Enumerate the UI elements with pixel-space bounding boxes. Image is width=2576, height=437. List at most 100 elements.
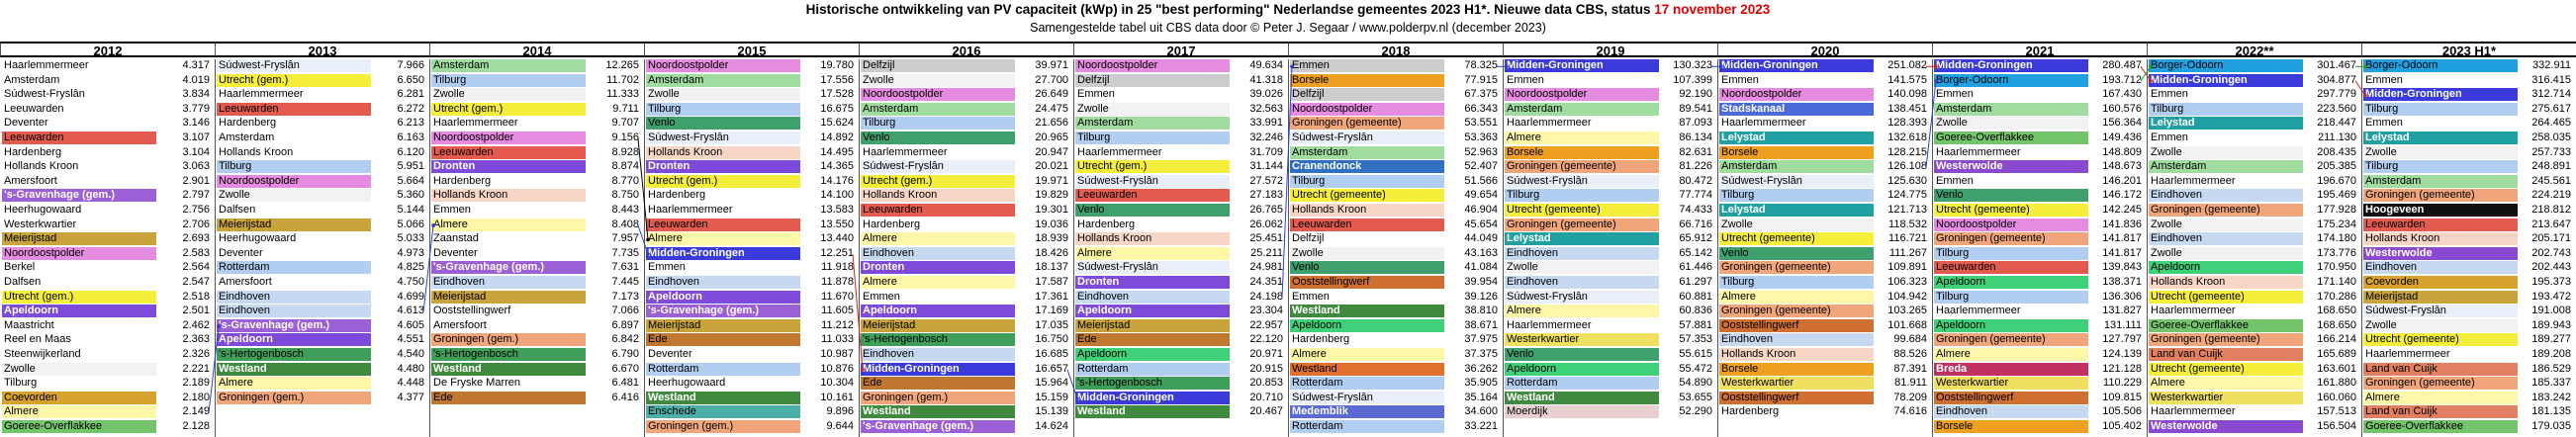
capacity-value: 248.891 — [2531, 160, 2571, 173]
municipality-name: Meierijstad — [431, 290, 587, 304]
capacity-value: 7.066 — [611, 305, 639, 317]
municipality-name: Groningen (gemeente) — [1719, 305, 1875, 318]
municipality-name: Haarlemmermeer — [863, 145, 948, 158]
table-row: Leeuwarden 8.928 — [431, 145, 642, 159]
column-divider — [1503, 59, 1504, 437]
municipality-name: Dronten — [646, 160, 801, 174]
capacity-value: 2.547 — [182, 276, 210, 288]
table-row: Rotterdam 35.905 — [1290, 377, 1501, 391]
municipality-name: Almere — [861, 276, 1016, 289]
municipality-name: Noordoostpolder — [1505, 88, 1660, 102]
capacity-value: 132.618 — [1887, 131, 1927, 143]
table-row: Maastricht 2.462 — [2, 319, 213, 332]
municipality-name: Utrecht (gem.) — [217, 73, 372, 87]
municipality-name: Delfzijl — [1075, 73, 1231, 87]
table-row: Enschede 9.896 — [646, 405, 857, 419]
capacity-value: 223.560 — [2317, 102, 2356, 115]
capacity-value: 142.245 — [2102, 204, 2142, 216]
capacity-value: 202.443 — [2531, 261, 2571, 274]
capacity-value: 20.971 — [1249, 348, 1283, 360]
table-row: Delfzijl 44.049 — [1290, 232, 1501, 245]
table-row: De Fryske Marren 6.481 — [431, 377, 642, 390]
capacity-value: 109.891 — [1887, 261, 1927, 274]
municipality-name: Venlo — [861, 131, 1016, 144]
table-row: Meierijstad 7.173 — [431, 290, 642, 304]
capacity-value: 257.733 — [2531, 145, 2571, 158]
capacity-value: 14.624 — [1035, 420, 1068, 432]
table-row: Eindhoven 105.506 — [1934, 405, 2145, 419]
capacity-value: 121.128 — [2102, 362, 2142, 375]
municipality-name: Meierijstad — [861, 318, 1016, 332]
capacity-value: 39.126 — [1464, 290, 1498, 303]
table-row: Leeuwarden 213.647 — [2363, 218, 2574, 231]
municipality-name: Westerkwartier — [4, 218, 77, 230]
column-header-2014: 2014 — [429, 42, 644, 58]
chart-title: Historische ontwikkeling van PV capacite… — [0, 2, 2576, 17]
municipality-name: Zwolle — [1290, 246, 1445, 260]
capacity-value: 3.779 — [182, 102, 210, 115]
table-row: Borger-Odoorn 301.467 — [2149, 59, 2359, 72]
municipality-name: Hollands Kroon — [219, 145, 294, 158]
table-row: Hollands Kroon 88.526 — [1719, 348, 1930, 361]
table-row: Almere 25.211 — [1075, 246, 1286, 260]
municipality-name: Zwolle — [2149, 246, 2304, 260]
table-row: Midden-Groningen 304.877 — [2149, 73, 2359, 87]
municipality-name: Zwolle — [431, 88, 587, 102]
municipality-name: Tilburg — [1934, 290, 2089, 304]
municipality-name: Haarlemmermeer — [1507, 318, 1592, 331]
municipality-name: Berkel — [4, 261, 36, 274]
table-row: Zwolle 32.563 — [1075, 102, 1286, 116]
table-row: Dronten 24.351 — [1075, 276, 1286, 289]
capacity-value: 53.363 — [1464, 131, 1498, 143]
capacity-value: 224.219 — [2531, 189, 2571, 202]
capacity-value: 160.576 — [2102, 102, 2142, 115]
table-row: Noordoostpolder 2.583 — [2, 246, 213, 260]
municipality-name: Borsele — [1934, 420, 2089, 433]
municipality-name: Westland — [431, 362, 587, 376]
capacity-value: 52.407 — [1464, 160, 1498, 173]
table-row: Amsterdam 245.561 — [2363, 174, 2574, 188]
column-header-2020: 2020 — [1717, 42, 1932, 58]
municipality-name: Almere — [2149, 377, 2304, 391]
table-row: Súdwest-Fryslân 60.881 — [1505, 290, 1715, 304]
municipality-name: Midden-Groningen — [1719, 59, 1875, 72]
capacity-value: 7.966 — [397, 59, 424, 71]
capacity-value: 11.878 — [821, 276, 854, 288]
capacity-value: 8.443 — [611, 204, 639, 216]
capacity-value: 14.365 — [820, 160, 854, 173]
municipality-name: Haarlemmermeer — [2151, 405, 2236, 418]
table-row: Noordoostpolder 19.780 — [646, 59, 857, 72]
municipality-name: Tilburg — [1505, 189, 1660, 203]
table-row: Dronten 18.137 — [861, 261, 1071, 275]
capacity-value: 103.265 — [1887, 305, 1927, 317]
municipality-name: Haarlemmermeer — [1077, 145, 1162, 158]
capacity-value: 15.624 — [820, 117, 854, 130]
municipality-name: Venlo — [646, 117, 801, 131]
table-row: Tilburg 16.675 — [646, 102, 857, 116]
trend-arrow-head — [2149, 64, 2153, 69]
table-row: Leeuwarden 3.107 — [2, 131, 213, 144]
table-row: Súdwest-Fryslân 27.572 — [1075, 174, 1286, 188]
capacity-value: 4.317 — [182, 59, 210, 71]
municipality-name: Groningen (gemeente) — [1934, 333, 2089, 347]
capacity-value: 312.714 — [2531, 88, 2571, 101]
table-row: Amsterdam 52.963 — [1290, 145, 1501, 159]
table-row: Hollands Kroon 171.140 — [2149, 276, 2359, 289]
table-row: Venlo 26.765 — [1075, 204, 1286, 217]
capacity-value: 6.481 — [611, 377, 639, 390]
municipality-name: Ooststellingwerf — [1719, 318, 1875, 332]
table-row: Midden-Groningen 312.714 — [2363, 88, 2574, 102]
capacity-value: 41.084 — [1464, 261, 1498, 274]
municipality-name: Almere — [1075, 246, 1231, 260]
municipality-name: Zwolle — [861, 73, 1016, 87]
capacity-value: 27.572 — [1249, 174, 1283, 187]
table-row: Hardenberg 6.213 — [217, 117, 427, 130]
capacity-value: 2.693 — [182, 232, 210, 245]
municipality-name: Zwolle — [2363, 145, 2519, 159]
table-row: Utrecht (gemeente) 189.277 — [2363, 333, 2574, 347]
table-row: Ede 11.033 — [646, 333, 857, 347]
capacity-value: 127.797 — [2102, 333, 2142, 346]
municipality-name: Ede — [431, 391, 587, 404]
capacity-value: 174.180 — [2317, 232, 2356, 245]
capacity-value: 55.615 — [1679, 348, 1712, 360]
